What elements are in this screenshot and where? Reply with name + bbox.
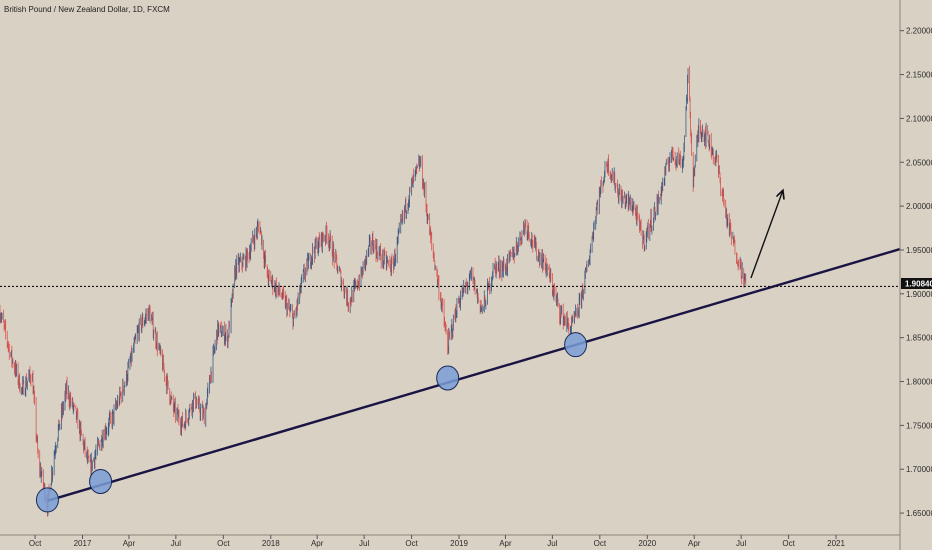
touch-point-circle — [35, 487, 59, 513]
time-axis[interactable]: Oct 2017 Apr Jul Oct 2018 Apr Jul Oct 2019 Apr Jul O… — [29, 535, 846, 548]
y-tick-label: 1.95000 — [906, 246, 932, 255]
y-tick-label: 2.05000 — [906, 158, 932, 167]
x-tick-label: Oct — [782, 539, 795, 548]
annotations-layer — [0, 190, 901, 513]
y-tick-label: 1.65000 — [906, 509, 932, 518]
x-tick-label: Oct — [217, 539, 230, 548]
support-trendline — [47, 247, 901, 502]
x-tick-label: Apr — [123, 539, 136, 548]
y-tick-label: 1.85000 — [906, 334, 932, 343]
y-tick-label: 1.75000 — [906, 421, 932, 430]
candles-layer — [0, 65, 747, 517]
x-tick-label: Jul — [171, 539, 181, 548]
price-axis[interactable]: 2.20000 2.15000 2.10000 2.05000 2.00000 1.950… — [900, 27, 932, 518]
x-tick-label: 2017 — [74, 539, 92, 548]
y-tick-label: 1.70000 — [906, 465, 932, 474]
x-tick-label: Apr — [499, 539, 512, 548]
y-tick-label: 1.80000 — [906, 378, 932, 387]
x-tick-label: 2019 — [450, 539, 468, 548]
touch-point-circle — [564, 332, 588, 358]
x-tick-label: Jul — [359, 539, 369, 548]
touch-point-circle — [436, 365, 460, 391]
price-badge: 1.90840 — [901, 278, 932, 289]
x-tick-label: Apr — [311, 539, 324, 548]
x-tick-label: 2021 — [827, 539, 845, 548]
x-tick-label: Oct — [29, 539, 42, 548]
y-tick-label: 2.20000 — [906, 27, 932, 36]
y-tick-label: 2.10000 — [906, 114, 932, 123]
x-tick-label: Oct — [594, 539, 607, 548]
x-tick-label: Jul — [547, 539, 557, 548]
chart-title: British Pound / New Zealand Dollar, 1D, … — [4, 5, 170, 14]
price-badge-text: 1.90840 — [905, 280, 932, 289]
touch-point-circle — [89, 469, 113, 494]
y-tick-label: 1.90000 — [906, 290, 932, 299]
x-tick-label: 2020 — [638, 539, 656, 548]
y-tick-label: 2.15000 — [906, 71, 932, 80]
x-tick-label: Apr — [688, 539, 701, 548]
price-badge-box — [901, 278, 932, 289]
x-tick-label: 2018 — [262, 539, 280, 548]
projection-arrow — [750, 190, 783, 279]
y-tick-label: 2.00000 — [906, 202, 932, 211]
x-tick-label: Jul — [736, 539, 746, 548]
x-tick-label: Oct — [405, 539, 418, 548]
